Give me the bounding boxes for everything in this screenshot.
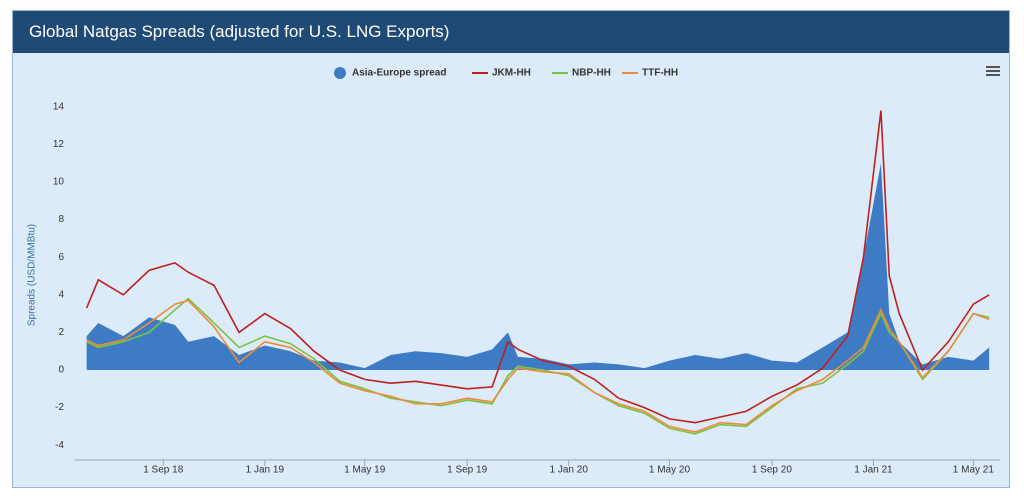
x-tick-label: 1 May 21 bbox=[953, 465, 995, 476]
legend-label: NBP-HH bbox=[572, 68, 611, 79]
legend-item[interactable]: JKM-HH bbox=[472, 68, 531, 79]
x-tick-label: 1 Jan 21 bbox=[854, 465, 893, 476]
legend-item[interactable]: NBP-HH bbox=[552, 68, 611, 79]
y-tick-label: 10 bbox=[53, 177, 65, 188]
x-tick-label: 1 Sep 18 bbox=[143, 465, 183, 476]
x-tick-label: 1 Jan 20 bbox=[550, 465, 589, 476]
legend-symbol bbox=[334, 67, 346, 79]
legend-item[interactable]: Asia-Europe spread bbox=[334, 67, 446, 79]
x-tick-label: 1 Sep 20 bbox=[752, 465, 792, 476]
y-tick-label: 12 bbox=[53, 139, 65, 150]
y-tick-label: -4 bbox=[55, 440, 64, 451]
x-tick-label: 1 Jan 19 bbox=[246, 465, 285, 476]
y-tick-label: 8 bbox=[58, 214, 64, 225]
legend-label: Asia-Europe spread bbox=[352, 68, 446, 79]
y-tick-label: 2 bbox=[58, 327, 64, 338]
y-axis-title: Spreads (USD/MMBtu) bbox=[27, 224, 38, 326]
line bbox=[86, 297, 990, 435]
y-tick-label: 4 bbox=[58, 289, 64, 300]
x-tick-label: 1 Sep 19 bbox=[447, 465, 487, 476]
y-tick-label: 14 bbox=[53, 101, 65, 112]
legend-item[interactable]: TTF-HH bbox=[622, 68, 678, 79]
y-tick-label: 6 bbox=[58, 252, 64, 263]
line bbox=[86, 299, 990, 433]
y-tick-label: 0 bbox=[58, 365, 64, 376]
chart-title: Global Natgas Spreads (adjusted for U.S.… bbox=[13, 11, 1009, 53]
y-tick-label: -2 bbox=[55, 402, 64, 413]
line bbox=[85, 110, 990, 424]
legend-label: JKM-HH bbox=[492, 68, 531, 79]
x-tick-label: 1 May 20 bbox=[649, 465, 691, 476]
chart-panel: Global Natgas Spreads (adjusted for U.S.… bbox=[12, 10, 1010, 488]
legend-label: TTF-HH bbox=[642, 68, 678, 79]
x-tick-label: 1 May 19 bbox=[344, 465, 386, 476]
area bbox=[86, 163, 990, 370]
menu-button[interactable] bbox=[983, 61, 1003, 81]
